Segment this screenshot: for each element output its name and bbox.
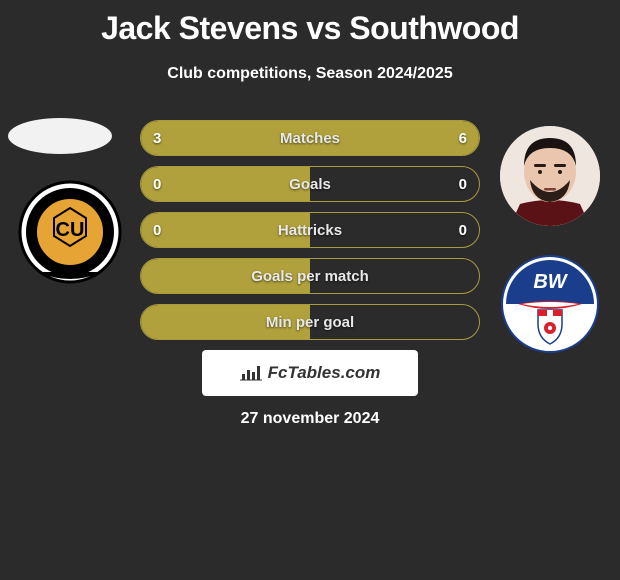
stats-panel: 36Matches00Goals00HattricksGoals per mat…: [140, 120, 480, 350]
page-title: Jack Stevens vs Southwood: [0, 0, 620, 47]
branding-text: FcTables.com: [268, 363, 381, 383]
branding-box: FcTables.com: [202, 350, 418, 396]
player2-club-badge: BW: [500, 254, 600, 354]
player1-club-badge: CU: [18, 178, 122, 286]
stat-label: Matches: [141, 130, 479, 147]
date-text: 27 november 2024: [0, 410, 620, 428]
stat-label: Goals: [141, 176, 479, 193]
stat-row: 0 0Hattricks: [140, 212, 480, 248]
svg-text:BW: BW: [533, 271, 568, 293]
player1-avatar: [8, 118, 112, 154]
stat-row: 3 6Matches: [140, 120, 480, 156]
stat-value-right: 6: [459, 130, 467, 147]
stat-label: Min per goal: [141, 314, 479, 331]
stat-value-left: 3: [153, 130, 161, 147]
svg-text:CU: CU: [56, 219, 85, 241]
stat-value-left: 0: [153, 176, 161, 193]
subtitle: Club competitions, Season 2024/2025: [0, 65, 620, 83]
stat-value-right: 0: [459, 176, 467, 193]
stat-label: Goals per match: [141, 268, 479, 285]
stat-row: Min per goal: [140, 304, 480, 340]
stat-label: Hattricks: [141, 222, 479, 239]
stat-row: Goals per match: [140, 258, 480, 294]
chart-icon: [240, 364, 262, 382]
stat-value-right: 0: [459, 222, 467, 239]
stat-row: 0 0Goals: [140, 166, 480, 202]
stat-value-left: 0: [153, 222, 161, 239]
player2-avatar: [500, 126, 600, 226]
